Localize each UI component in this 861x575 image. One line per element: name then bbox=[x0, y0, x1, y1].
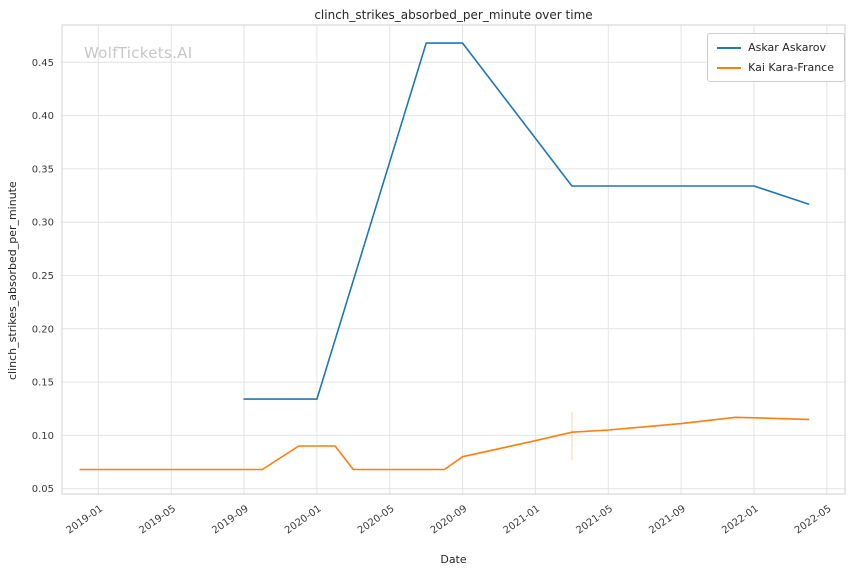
legend-item: Askar Askarov bbox=[717, 41, 834, 54]
x-tick-label: 2021-01 bbox=[502, 503, 543, 536]
legend-line-swatch bbox=[717, 66, 742, 69]
legend: Askar Askarov Kai Kara-France bbox=[707, 33, 845, 82]
y-tick-label: 0.30 bbox=[32, 218, 54, 229]
x-axis-label: Date bbox=[440, 553, 467, 566]
legend-label: Kai Kara-France bbox=[748, 61, 834, 74]
y-tick-label: 0.05 bbox=[32, 484, 54, 495]
x-tick-label: 2019-01 bbox=[65, 503, 106, 536]
x-tick-label: 2022-01 bbox=[720, 503, 761, 536]
y-tick-label: 0.45 bbox=[32, 58, 54, 69]
y-tick-label: 0.35 bbox=[32, 164, 54, 175]
y-tick-label: 0.25 bbox=[32, 271, 54, 282]
x-tick-label: 2021-05 bbox=[574, 503, 615, 536]
x-tick-label: 2020-05 bbox=[356, 503, 397, 536]
x-tick-label: 2020-01 bbox=[283, 503, 324, 536]
legend-line-swatch bbox=[717, 46, 742, 49]
legend-item: Kai Kara-France bbox=[717, 61, 834, 74]
y-tick-label: 0.40 bbox=[32, 111, 54, 122]
x-tick-label: 2022-05 bbox=[793, 503, 834, 536]
y-tick-label: 0.15 bbox=[32, 378, 54, 389]
y-tick-label: 0.10 bbox=[32, 431, 54, 442]
x-tick-label: 2019-09 bbox=[210, 503, 251, 536]
legend-label: Askar Askarov bbox=[748, 41, 826, 54]
x-tick-label: 2021-09 bbox=[647, 503, 688, 536]
series-line-0 bbox=[243, 42, 810, 400]
x-tick-label: 2020-09 bbox=[429, 503, 470, 536]
watermark: WolfTickets.AI bbox=[84, 44, 193, 62]
series-line-1 bbox=[79, 416, 810, 471]
x-tick-label: 2019-05 bbox=[137, 503, 178, 536]
chart-title: clinch_strikes_absorbed_per_minute over … bbox=[314, 8, 593, 22]
y-axis-label: clinch_strikes_absorbed_per_minute bbox=[6, 181, 19, 380]
y-tick-label: 0.20 bbox=[32, 324, 54, 335]
